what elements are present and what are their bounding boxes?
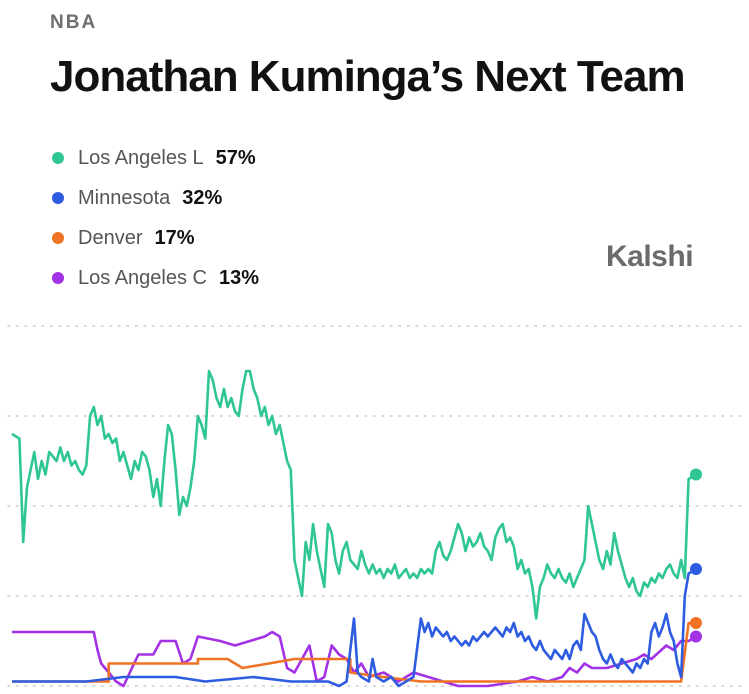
legend-value: 57%	[215, 146, 256, 169]
legend-name: Minnesota	[78, 186, 171, 209]
legend-value: 32%	[182, 186, 223, 209]
legend-value: 13%	[218, 266, 260, 289]
series-endpoints	[690, 468, 702, 643]
series-lines	[11, 369, 697, 688]
chart-title: Jonathan Kuminga’s Next Team	[50, 52, 686, 101]
legend-item-los-angeles-l: Los Angeles L 57%	[50, 138, 259, 178]
legend-name: Denver	[78, 226, 143, 249]
legend-name: Los Angeles C	[78, 266, 207, 289]
category-label: NBA	[50, 12, 98, 33]
endpoint-dot-minnesota	[690, 563, 702, 575]
chart-legend: Los Angeles L 57% Minnesota 32% Denver 1…	[50, 138, 259, 298]
legend-dot-icon	[52, 272, 64, 284]
endpoint-dot-los-angeles-l	[690, 468, 702, 481]
series-line-los-angeles-l	[11, 369, 697, 620]
line-chart	[7, 325, 742, 688]
kalshi-logo: Kalshi	[606, 240, 694, 273]
legend-value: 17%	[154, 226, 195, 249]
chart-header: NBA	[50, 12, 97, 34]
series-line-denver	[12, 621, 696, 683]
series-line-minnesota	[12, 567, 697, 688]
legend-dot-icon	[52, 192, 64, 204]
legend-item-los-angeles-c: Los Angeles C 13%	[50, 258, 259, 298]
legend-dot-icon	[52, 152, 64, 164]
legend-dot-icon	[52, 232, 64, 244]
endpoint-dot-los-angeles-c	[690, 630, 702, 643]
endpoint-dot-denver	[690, 617, 702, 629]
legend-name: Los Angeles L	[78, 146, 204, 169]
grid-lines	[7, 325, 742, 687]
legend-item-minnesota: Minnesota 32%	[50, 178, 259, 218]
legend-item-denver: Denver 17%	[50, 218, 259, 258]
